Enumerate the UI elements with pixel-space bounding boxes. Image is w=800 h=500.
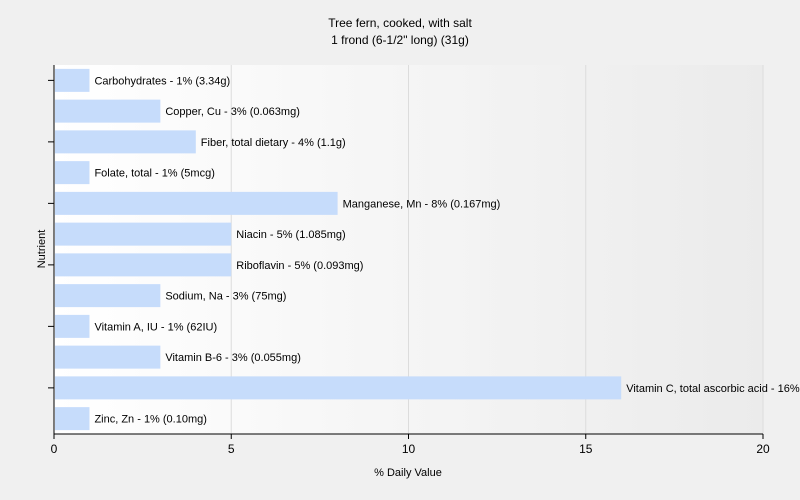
x-tick-label: 5 [228, 442, 235, 456]
bar-label: Fiber, total dietary - 4% (1.1g) [201, 137, 346, 149]
bar-labels-group: Carbohydrates - 1% (3.34g) Copper, Cu - 3… [94, 75, 800, 425]
bar [55, 99, 161, 123]
y-axis-title: Nutrient [36, 230, 48, 269]
bar-label: Vitamin B-6 - 3% (0.055mg) [165, 352, 301, 364]
bar-label: Vitamin A, IU - 1% (62IU) [94, 321, 217, 333]
bars-group [55, 68, 622, 431]
bar [55, 161, 90, 185]
bar-label: Copper, Cu - 3% (0.063mg) [165, 106, 300, 118]
chart-subtitle: 1 frond (6-1/2" long) (31g) [331, 33, 469, 47]
axes-group: 0 5 10 15 20 [48, 65, 770, 456]
bar-label: Manganese, Mn - 8% (0.167mg) [343, 198, 501, 210]
bar-label: Vitamin C, total ascorbic acid - 16% (9.… [626, 383, 800, 395]
chart-title: Tree fern, cooked, with salt [328, 16, 472, 30]
x-tick-label: 20 [756, 442, 770, 456]
bar [55, 191, 338, 215]
x-axis-title: % Daily Value [374, 467, 442, 479]
bar [55, 222, 232, 246]
bar [55, 253, 232, 277]
bar [55, 407, 90, 431]
x-tick-label: 10 [402, 442, 416, 456]
bar [55, 130, 196, 154]
bar [55, 376, 622, 400]
gridlines [230, 65, 764, 434]
bar [55, 314, 90, 338]
x-tick-label: 15 [579, 442, 593, 456]
bar-label: Niacin - 5% (1.085mg) [236, 229, 345, 241]
bar [55, 345, 161, 369]
bar-label: Zinc, Zn - 1% (0.10mg) [94, 414, 206, 426]
bar-label: Riboflavin - 5% (0.093mg) [236, 260, 363, 272]
bar [55, 284, 161, 308]
bar-label: Folate, total - 1% (5mcg) [94, 168, 214, 180]
bar [55, 68, 90, 92]
x-tick-label: 0 [51, 442, 58, 456]
bar-label: Sodium, Na - 3% (75mg) [165, 291, 286, 303]
bar-label: Carbohydrates - 1% (3.34g) [94, 75, 230, 87]
